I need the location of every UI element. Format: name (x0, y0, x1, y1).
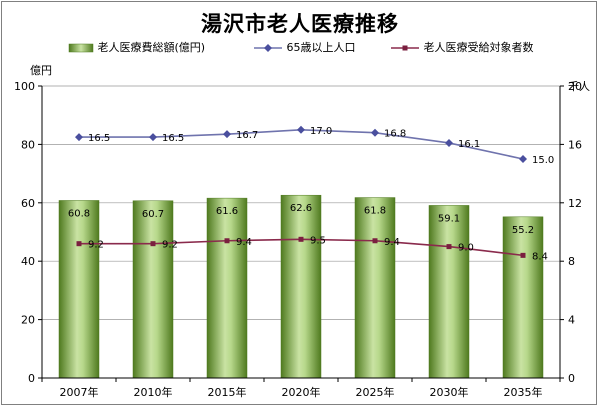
bar-value-label: 59.1 (438, 213, 460, 224)
lines (75, 125, 527, 258)
x-tick-label: 2010年 (134, 385, 173, 399)
population-point (445, 138, 453, 147)
right-tick-label: 20 (568, 80, 582, 93)
left-tick-label: 40 (21, 255, 35, 268)
recipients-point (150, 241, 156, 247)
bar (206, 197, 248, 379)
recipients-value-label: 9.4 (236, 237, 252, 248)
right-tick-label: 12 (568, 197, 582, 210)
population-value-label: 16.8 (384, 129, 406, 140)
left-tick-label: 100 (14, 80, 35, 93)
population-point (75, 133, 83, 142)
right-tick-label: 8 (568, 255, 575, 268)
bar (354, 197, 396, 379)
recipients-point (224, 238, 230, 244)
right-tick-label: 0 (568, 372, 575, 385)
bar (280, 194, 322, 379)
population-value-label: 15.0 (532, 155, 554, 166)
right-tick-label: 4 (568, 314, 575, 327)
legend-item-bar: 老人医療費総額(億円) (68, 40, 205, 56)
bar (132, 200, 174, 379)
recipients-point (298, 236, 304, 242)
legend-population-label: 65歳以上人口 (286, 41, 356, 54)
legend-recipients-swatch (391, 45, 419, 51)
population-value-label: 16.7 (236, 130, 258, 141)
population-point (149, 133, 157, 142)
bar-value-label: 60.8 (68, 208, 90, 219)
right-tick-label: 16 (568, 138, 582, 151)
x-tick-label: 2020年 (282, 385, 321, 399)
population-value-label: 16.5 (88, 133, 110, 144)
x-tick-label: 2007年 (60, 385, 99, 399)
population-value-label: 16.5 (162, 133, 184, 144)
recipients-value-label: 9.2 (162, 240, 178, 251)
bar-value-label: 61.8 (364, 206, 386, 217)
population-point (297, 125, 305, 134)
recipients-point (520, 252, 526, 258)
x-tick-label: 2035年 (504, 385, 543, 399)
legend-recipients-label: 老人医療受給対象者数 (423, 41, 534, 54)
bar-value-label: 61.6 (216, 206, 238, 217)
right-axis-unit: 千人 (568, 80, 590, 93)
population-point (519, 155, 527, 163)
recipients-value-label: 9.0 (458, 243, 474, 254)
legend-bar-label: 老人医療費総額(億円) (97, 41, 206, 54)
population-value-label: 16.1 (458, 139, 480, 150)
bar-value-label: 62.6 (290, 203, 312, 214)
bar-value-label: 60.7 (142, 209, 164, 220)
legend-bar-swatch (68, 43, 94, 53)
recipients-value-label: 8.4 (532, 251, 548, 262)
left-axis-unit: 億円 (30, 64, 52, 77)
x-tick-label: 2030年 (430, 385, 469, 399)
bar (428, 205, 470, 379)
chart-title: 湯沢市老人医療推移 (201, 12, 399, 36)
recipients-value-label: 9.4 (384, 237, 400, 248)
data-labels: 60.8 60.7 61.6 62.6 61.8 59.1 55.2 16.5 16.5 16.7… (68, 126, 554, 263)
left-tick-label: 0 (28, 372, 35, 385)
recipients-value-label: 9.2 (88, 240, 104, 251)
recipients-value-label: 9.5 (310, 235, 326, 246)
bar (502, 216, 544, 379)
legend: 老人医療費総額(億円) 65歳以上人口 老人医療受給対象者数 (0, 40, 600, 56)
x-tick-label: 2015年 (208, 385, 247, 399)
bar-value-label: 55.2 (512, 225, 534, 236)
left-tick-label: 20 (21, 314, 35, 327)
bars (58, 194, 544, 379)
legend-population-swatch (254, 44, 282, 52)
population-point (371, 128, 379, 137)
left-tick-label: 80 (21, 138, 35, 151)
recipients-point (76, 241, 82, 247)
x-tick-label: 2025年 (356, 385, 395, 399)
legend-item-population: 65歳以上人口 (253, 40, 356, 56)
population-value-label: 17.0 (310, 126, 332, 137)
legend-item-recipients: 老人医療受給対象者数 (390, 40, 534, 56)
recipients-point (446, 244, 452, 250)
population-point (223, 130, 231, 139)
left-tick-label: 60 (21, 197, 35, 210)
bar (58, 200, 100, 379)
recipients-point (372, 238, 378, 244)
